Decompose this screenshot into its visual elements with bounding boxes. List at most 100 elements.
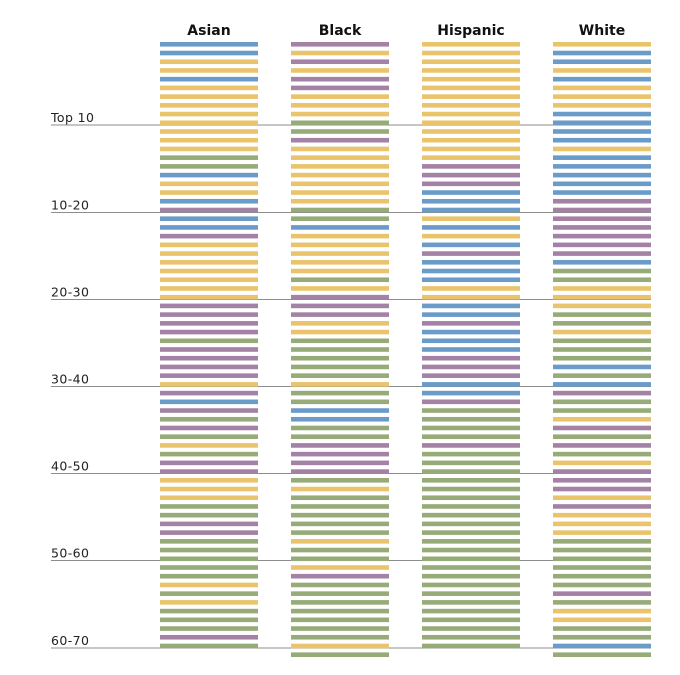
stripe [553,390,651,396]
row-label: 30-40 [51,372,89,387]
stripe [553,260,651,265]
stripe [422,521,520,527]
stripe [291,416,389,422]
stripe [422,643,520,649]
stripe [160,42,258,47]
stripe [160,198,258,204]
stripe [422,120,520,126]
stripe [553,582,651,588]
stripe [553,460,651,466]
stripe [422,146,520,152]
stripe [553,486,651,492]
stripe [291,286,389,291]
stripe [160,277,258,283]
stripe [422,626,520,631]
stripe [291,242,389,248]
stripe [553,425,651,431]
stripe [422,111,520,117]
stripe [553,530,651,535]
stripe [422,390,520,396]
stripe [160,556,258,562]
stripe [422,50,520,56]
stripe [553,251,651,256]
stripe [160,181,258,187]
stripe [422,85,520,91]
stripe [160,50,258,56]
stripe [291,155,389,160]
stripe [553,294,651,300]
stripe [422,172,520,178]
stripe [160,399,258,405]
stripe [160,59,258,65]
stripe [291,443,389,448]
stripe [291,591,389,596]
stripe [291,434,389,439]
stripe [291,617,389,623]
stripe [553,408,651,413]
stripe [160,425,258,431]
stripe [422,478,520,483]
stripe [160,443,258,448]
stripe [553,68,651,73]
stripe [160,225,258,230]
stripe [422,443,520,448]
stripe [553,120,651,126]
column-header: White [579,23,625,39]
stripe [160,242,258,248]
stripe [160,103,258,108]
stripe [291,294,389,300]
stripe [553,634,651,640]
stripe [422,416,520,422]
stripe [422,425,520,431]
stripe [422,129,520,134]
stripe [291,504,389,509]
stripe [160,634,258,640]
stripe [291,111,389,117]
stripe [553,190,651,195]
stripe [160,486,258,492]
stripe [553,207,651,213]
stripe [160,565,258,570]
stripe [160,251,258,256]
column-headers: Asian Black Hispanic White [187,23,625,39]
stripe [291,207,389,213]
stripe [422,565,520,570]
stripe [160,582,258,588]
stripe [291,643,389,649]
stripe [422,68,520,73]
stripe [291,425,389,431]
stripe [422,600,520,605]
stripe [291,137,389,143]
stripe [291,129,389,134]
stripe [553,547,651,553]
column-header: Asian [187,23,230,39]
stripe [422,399,520,405]
stripe [553,42,651,47]
row-label: 50-60 [51,546,89,561]
stripe [553,539,651,544]
stripe [553,617,651,623]
stripe [291,321,389,326]
stripe [291,486,389,492]
stripe [422,312,520,317]
stripe [160,260,258,265]
stripe [291,329,389,335]
stripe [422,268,520,274]
stripe [422,608,520,614]
stripe [291,164,389,169]
stripe [160,530,258,535]
stripe [422,547,520,553]
stripe [553,59,651,65]
stripe [553,233,651,239]
stripe [422,321,520,326]
stripe [160,286,258,291]
stripe [422,59,520,65]
stripe [422,347,520,352]
stripe [160,207,258,213]
stripe [422,155,520,160]
stripe [160,321,258,326]
stripe [160,164,258,169]
stripe [291,233,389,239]
stripe [291,556,389,562]
stripe [291,573,389,579]
